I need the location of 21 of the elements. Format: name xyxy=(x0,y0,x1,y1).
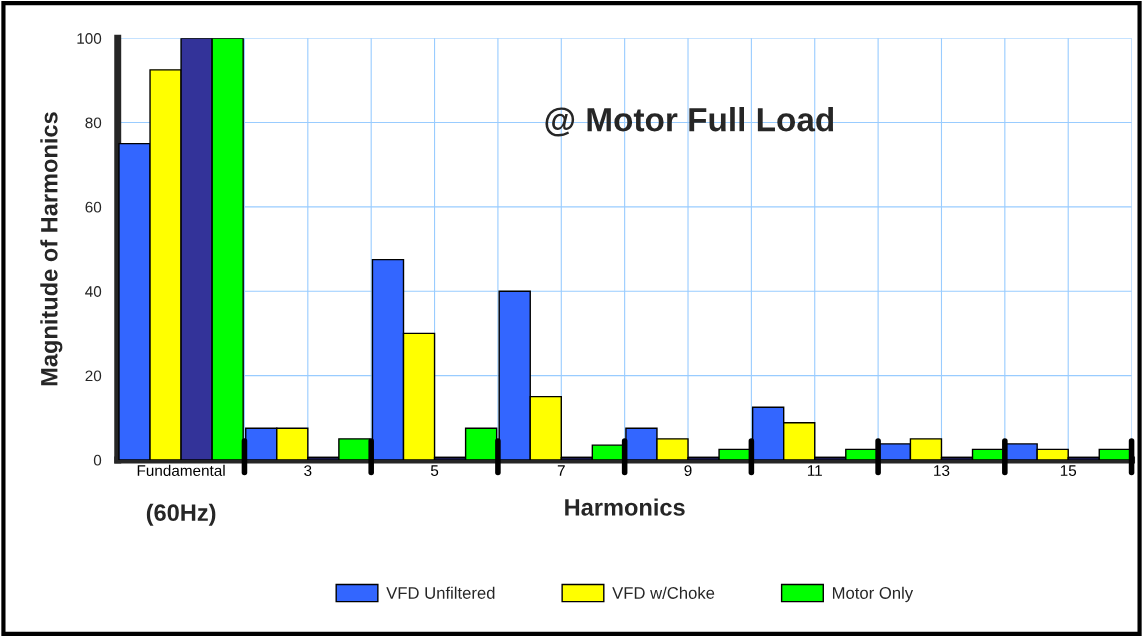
y-tick-label: 60 xyxy=(85,201,102,213)
annotation: @ Motor Full Load xyxy=(545,107,834,137)
x-tick-label: 13 xyxy=(934,465,950,476)
x-tick-label: 5 xyxy=(430,465,439,476)
x-axis-title: Harmonics xyxy=(565,498,685,516)
y-axis-title: Magnitude of Harmonics xyxy=(40,112,63,386)
legend-label: Motor Only xyxy=(832,586,914,603)
x-tick-label: 9 xyxy=(684,465,692,476)
x-tick-label: Fundamental xyxy=(137,464,225,476)
y-tick-label: 0 xyxy=(93,454,102,466)
legend-label: VFD Unfiltered xyxy=(386,586,495,599)
x-tick-label: 15 xyxy=(1060,465,1077,476)
x-tick-label: 7 xyxy=(557,465,565,476)
x-tick-label: 3 xyxy=(304,465,312,476)
y-tick-label: 80 xyxy=(85,117,102,129)
y-tick-label: 100 xyxy=(77,33,102,44)
text: (60Hz) xyxy=(146,503,216,526)
legend-label: VFD w/Choke xyxy=(612,586,715,599)
x-tick-label: 11 xyxy=(807,465,822,476)
y-tick-label: 40 xyxy=(85,286,102,297)
y-tick-label: 20 xyxy=(85,370,102,382)
